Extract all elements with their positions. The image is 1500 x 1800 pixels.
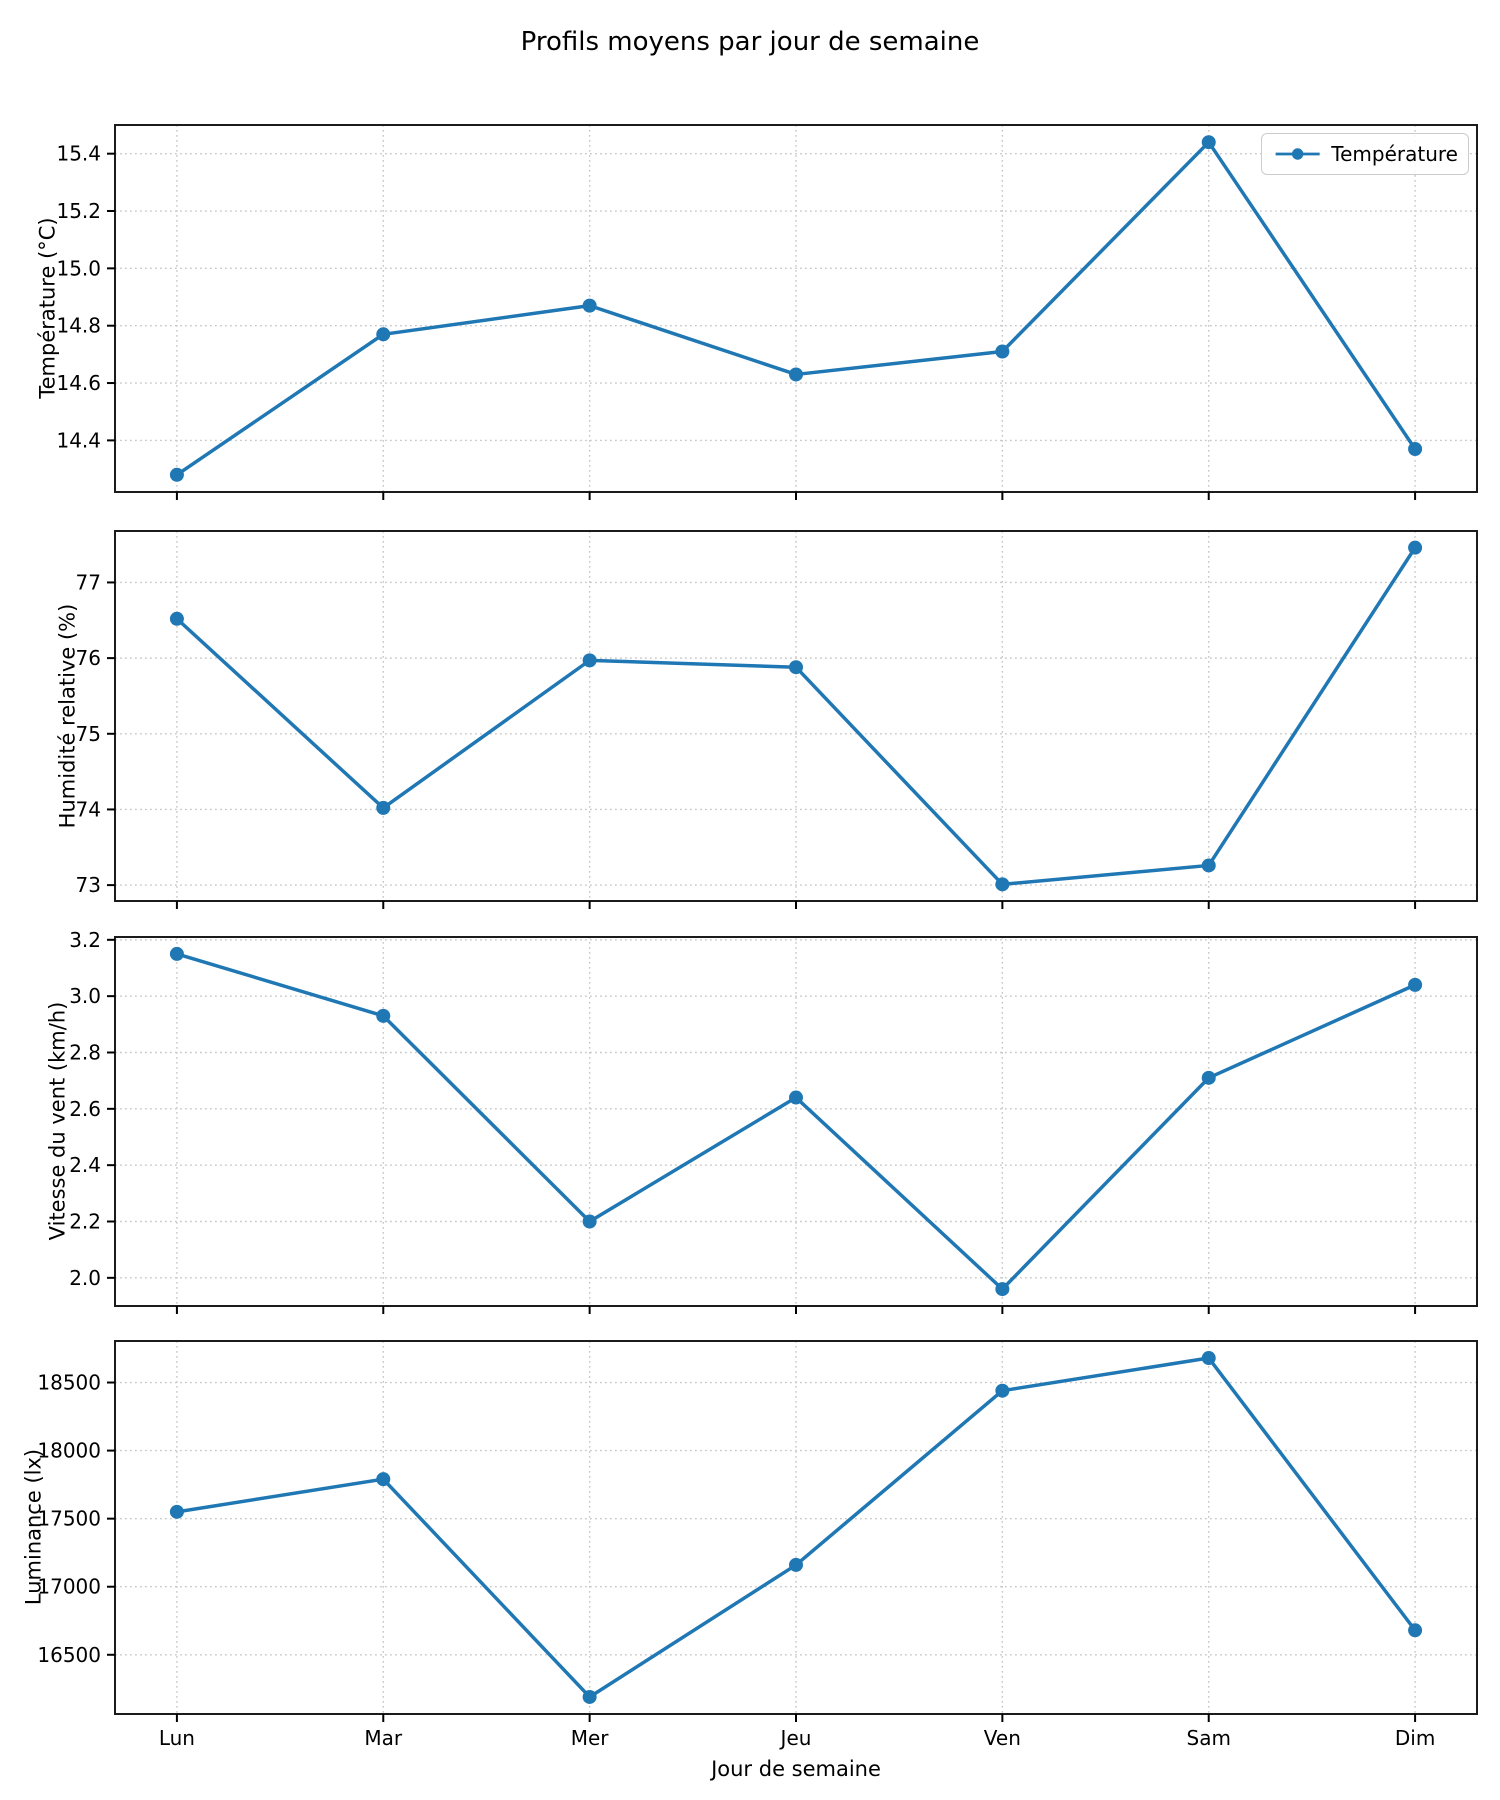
y-axis-label-humidity: Humidité relative (%): [55, 603, 80, 829]
y-tick-label: 75: [76, 722, 101, 746]
data-point-marker: [789, 367, 803, 382]
legend-label: Température: [1331, 142, 1458, 166]
data-point-marker: [582, 1689, 597, 1704]
x-tick-label: Lun: [159, 1726, 195, 1750]
data-point-marker: [376, 1008, 391, 1023]
y-tick-label: 3.2: [69, 928, 101, 952]
series-line: [175, 140, 1417, 477]
data-point-marker: [169, 946, 184, 961]
y-tick-label: 14.4: [56, 428, 101, 452]
data-point-marker: [582, 298, 597, 313]
data-point-marker: [169, 1504, 184, 1519]
y-tick-label: 15.2: [56, 199, 101, 223]
data-point-marker: [1201, 1351, 1216, 1366]
y-tick-label: 3.0: [69, 984, 101, 1008]
x-tick-label: Dim: [1395, 1726, 1435, 1750]
data-point-marker: [376, 800, 391, 815]
data-point-marker: [995, 1383, 1010, 1398]
y-tick-label: 2.8: [69, 1040, 101, 1064]
y-tick-label: 17000: [37, 1575, 101, 1599]
x-tick-label: Mer: [571, 1726, 610, 1750]
series-line: [175, 952, 1417, 1291]
data-point-marker: [1201, 135, 1216, 150]
data-point-marker: [995, 1282, 1010, 1297]
y-tick-label: 77: [76, 570, 101, 594]
y-tick-label: 18000: [37, 1439, 101, 1463]
y-tick-label: 76: [76, 646, 101, 670]
data-point-marker: [789, 660, 803, 675]
y-tick-label: 16500: [37, 1643, 101, 1667]
data-point-marker: [582, 1214, 597, 1229]
x-tick-label: Sam: [1187, 1726, 1231, 1750]
y-tick-label: 2.6: [69, 1097, 101, 1121]
figure-title: Profils moyens par jour de semaine: [520, 27, 980, 57]
x-tick-label: Jeu: [779, 1726, 812, 1750]
y-tick-label: 17500: [37, 1507, 101, 1531]
y-tick-label: 2.2: [69, 1209, 101, 1233]
y-tick-label: 73: [76, 873, 101, 897]
legend-line-marker-icon: [1275, 148, 1320, 160]
y-tick-label: 2.0: [69, 1266, 101, 1290]
x-tick-label: Ven: [984, 1726, 1021, 1750]
data-point-marker: [1408, 540, 1423, 555]
y-tick-label: 2.4: [69, 1153, 101, 1177]
y-tick-label: 15.0: [56, 256, 101, 280]
data-point-marker: [1408, 441, 1423, 456]
data-point-marker: [789, 1557, 803, 1572]
legend: Température: [1261, 133, 1469, 175]
data-point-marker: [169, 467, 184, 482]
data-point-marker: [789, 1090, 803, 1105]
data-point-marker: [1408, 1623, 1423, 1638]
data-point-marker: [169, 611, 184, 626]
y-axis-label-temperature: Température (°C): [35, 217, 60, 399]
data-point-marker: [582, 653, 597, 668]
data-point-marker: [1408, 977, 1423, 992]
y-tick-label: 74: [76, 797, 101, 821]
data-point-marker: [995, 344, 1010, 359]
y-tick-label: 18500: [37, 1371, 101, 1395]
y-tick-label: 15.4: [56, 142, 101, 166]
data-point-marker: [995, 877, 1010, 892]
data-point-marker: [1201, 1070, 1216, 1085]
y-tick-label: 14.8: [56, 314, 101, 338]
y-axis-label-luminance: Luminance (lx): [21, 1448, 46, 1606]
y-tick-label: 14.6: [56, 371, 101, 395]
data-point-marker: [1201, 858, 1216, 873]
data-point-marker: [376, 1472, 391, 1487]
x-tick-label: Mar: [364, 1726, 403, 1750]
x-axis-label: Jour de semaine: [711, 1757, 881, 1781]
data-point-marker: [376, 327, 391, 342]
y-axis-label-wind: Vitesse du vent (km/h): [45, 1001, 70, 1241]
